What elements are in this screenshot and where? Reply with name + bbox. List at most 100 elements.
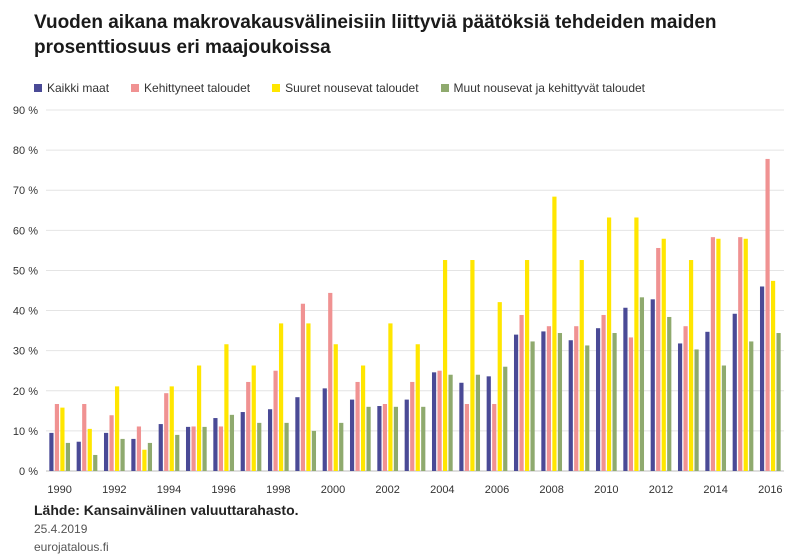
legend-swatch: [440, 84, 449, 92]
bar-2012-s3: [667, 316, 672, 471]
legend-item-kehittyneet-taloudet: Kehittyneet taloudet: [131, 81, 250, 95]
legend-item-muut-nousevat: Muut nousevat ja kehittyvät taloudet: [440, 81, 645, 95]
bar-2005-s3: [475, 374, 481, 471]
legend-label: Kaikki maat: [47, 81, 110, 95]
x-tick-label: 2010: [594, 484, 618, 496]
bar-1993-s3: [147, 442, 153, 471]
bar-2013-s0: [677, 343, 683, 471]
x-tick-label: 2012: [649, 484, 673, 496]
legend-label: Suuret nousevat taloudet: [285, 81, 419, 95]
y-tick-label: 80 %: [13, 145, 38, 157]
bar-2000-s1: [328, 292, 333, 471]
bar-2011-s0: [623, 307, 628, 471]
bar-2002-s1: [382, 404, 388, 471]
bar-1994-s2: [169, 386, 174, 471]
bar-2012-s2: [661, 238, 666, 471]
y-tick-label: 60 %: [13, 225, 38, 237]
date-note: 25.4.2019: [34, 522, 88, 536]
x-tick-label: 1992: [102, 484, 126, 496]
x-tick-label: 1990: [47, 484, 71, 496]
bar-2008-s0: [541, 331, 546, 471]
legend-item-kaikki-maat: Kaikki maat: [34, 81, 109, 95]
bar-1998-s3: [284, 422, 289, 471]
x-tick-label: 2002: [375, 484, 399, 496]
bar-2005-s2: [470, 260, 475, 471]
legend-swatch: [131, 84, 140, 92]
bar-2001-s3: [366, 406, 371, 471]
bar-2011-s2: [634, 217, 639, 471]
bar-2006-s2: [497, 302, 502, 471]
bar-1996-s0: [213, 418, 218, 471]
bar-2003-s1: [410, 381, 415, 471]
legend-swatch: [34, 84, 42, 92]
bar-2010-s1: [601, 314, 606, 471]
bar-2015-s2: [743, 238, 748, 471]
bar-2009-s2: [579, 260, 584, 471]
bar-1991-s1: [82, 404, 87, 471]
bar-1995-s0: [185, 426, 191, 471]
source-note: Lähde: Kansainvälinen valuuttarahasto.: [34, 502, 299, 518]
bar-2002-s3: [393, 406, 399, 471]
bar-2016-s0: [759, 286, 765, 471]
bar-2013-s3: [694, 349, 699, 471]
bar-2009-s0: [568, 340, 573, 471]
bars: [49, 158, 781, 471]
x-tick-label: 2000: [321, 484, 345, 496]
bar-1999-s0: [295, 397, 300, 471]
bar-2006-s0: [486, 376, 491, 471]
bar-2011-s1: [628, 337, 634, 471]
bar-2001-s0: [349, 399, 355, 471]
bar-2009-s1: [574, 326, 579, 471]
bar-2000-s0: [322, 388, 327, 471]
bar-2013-s2: [688, 260, 694, 471]
bar-1997-s0: [240, 412, 245, 471]
x-tick-label: 2006: [485, 484, 509, 496]
bar-1991-s0: [76, 441, 81, 471]
bar-2013-s1: [683, 326, 688, 471]
bar-2005-s0: [459, 382, 464, 471]
bar-2008-s1: [546, 326, 552, 471]
bar-1994-s1: [164, 393, 169, 471]
bar-1999-s2: [306, 323, 311, 471]
bar-1996-s2: [224, 344, 229, 471]
x-tick-label: 2016: [758, 484, 782, 496]
bar-1998-s0: [267, 409, 273, 471]
bar-2008-s3: [557, 333, 563, 471]
bar-1991-s2: [87, 428, 92, 471]
bar-1993-s1: [136, 426, 142, 471]
legend-label: Kehittyneet taloudet: [144, 81, 251, 95]
y-axis: 0 % 10 % 20 % 30 % 40 % 50 % 60 % 70 % 80 % 90 %: [13, 105, 38, 478]
bar-1995-s2: [196, 365, 202, 471]
bar-2004-s3: [448, 374, 453, 471]
bar-2003-s0: [404, 399, 409, 471]
bar-1992-s1: [109, 415, 114, 471]
bar-2005-s1: [464, 404, 470, 471]
bar-2010-s2: [606, 217, 612, 471]
bar-1994-s0: [158, 424, 163, 471]
bar-1995-s1: [191, 426, 196, 471]
bar-1994-s3: [175, 434, 180, 471]
bar-2000-s3: [339, 422, 344, 471]
bar-2016-s1: [765, 158, 770, 471]
y-tick-label: 20 %: [13, 386, 38, 398]
bar-1990-s1: [54, 404, 60, 471]
y-tick-label: 40 %: [13, 306, 38, 318]
x-tick-label: 2014: [703, 484, 727, 496]
bar-2012-s1: [656, 247, 661, 471]
bar-2007-s3: [530, 341, 535, 471]
legend-item-suuret-nousevat-taloudet: Suuret nousevat taloudet: [272, 81, 419, 95]
y-tick-label: 90 %: [13, 105, 38, 117]
bar-2000-s2: [333, 344, 338, 471]
bar-2015-s3: [749, 341, 754, 471]
bar-2015-s1: [738, 237, 743, 471]
bar-2003-s2: [415, 344, 420, 471]
bar-2004-s1: [437, 370, 442, 471]
bar-2010-s3: [612, 333, 617, 471]
y-tick-label: 10 %: [13, 426, 38, 438]
bar-2016-s3: [776, 333, 781, 471]
bar-1990-s0: [49, 432, 54, 471]
legend-swatch: [272, 84, 281, 92]
bar-1997-s2: [251, 365, 256, 471]
bar-2012-s0: [650, 299, 655, 471]
bar-2003-s3: [421, 406, 426, 471]
